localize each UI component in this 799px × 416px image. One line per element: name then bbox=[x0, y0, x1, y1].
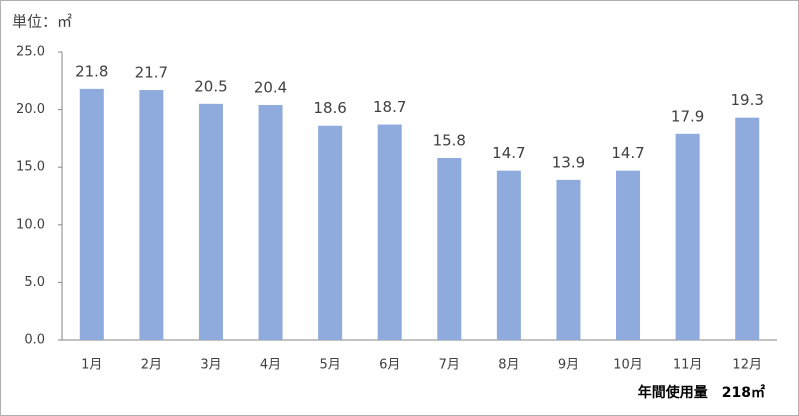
data-label: 15.8 bbox=[433, 131, 466, 149]
bar bbox=[377, 124, 402, 341]
x-tick-label: 12月 bbox=[732, 358, 762, 373]
bar bbox=[675, 133, 700, 340]
bar bbox=[735, 117, 760, 340]
x-tick-label: 8月 bbox=[498, 358, 519, 373]
y-tick-label: 5.0 bbox=[24, 275, 45, 290]
bar bbox=[616, 170, 641, 340]
bar bbox=[496, 170, 521, 340]
y-tick-label: 20.0 bbox=[16, 102, 45, 117]
data-label: 20.4 bbox=[254, 78, 287, 96]
x-tick-label: 3月 bbox=[200, 358, 221, 373]
annual-usage: 年間使用量 218㎡ bbox=[638, 384, 765, 401]
bar bbox=[556, 179, 581, 340]
bar bbox=[198, 103, 223, 340]
y-tick-label: 25.0 bbox=[16, 45, 45, 60]
bar bbox=[79, 88, 104, 340]
data-label: 18.6 bbox=[313, 99, 346, 117]
x-tick-label: 1月 bbox=[81, 358, 102, 373]
x-tick-label: 6月 bbox=[379, 358, 400, 373]
x-tick-label: 10月 bbox=[613, 358, 643, 373]
y-tick-label: 0.0 bbox=[24, 333, 45, 348]
data-label: 13.9 bbox=[552, 153, 585, 171]
bar bbox=[437, 157, 462, 340]
data-label: 17.9 bbox=[671, 107, 704, 125]
x-tick-label: 4月 bbox=[260, 358, 281, 373]
x-tick-label: 2月 bbox=[141, 358, 162, 373]
bar bbox=[139, 90, 164, 341]
y-tick-label: 15.0 bbox=[16, 160, 45, 175]
x-tick-label: 9月 bbox=[558, 358, 579, 373]
x-tick-label: 11月 bbox=[673, 358, 703, 373]
data-label: 19.3 bbox=[731, 91, 764, 109]
data-label: 18.7 bbox=[373, 98, 406, 116]
data-label: 20.5 bbox=[194, 77, 227, 95]
data-label: 21.7 bbox=[135, 64, 168, 82]
unit-label: 単位：㎡ bbox=[12, 13, 72, 31]
data-label: 21.8 bbox=[75, 62, 108, 80]
x-tick-label: 7月 bbox=[439, 358, 460, 373]
bar bbox=[318, 125, 343, 340]
data-label: 14.7 bbox=[611, 144, 644, 162]
y-tick-label: 10.0 bbox=[16, 217, 45, 232]
x-tick-label: 5月 bbox=[319, 358, 340, 373]
data-label: 14.7 bbox=[492, 144, 525, 162]
bar bbox=[258, 104, 283, 340]
